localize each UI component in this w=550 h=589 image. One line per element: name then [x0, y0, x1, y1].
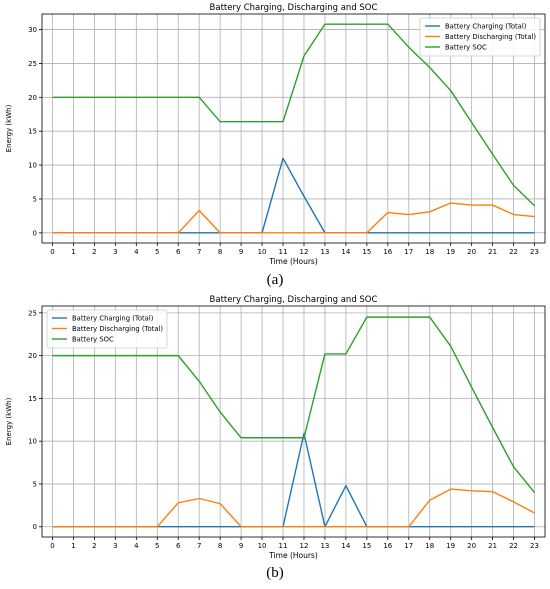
x-tick-label: 13: [320, 542, 329, 550]
x-tick-label: 4: [134, 248, 139, 256]
x-tick-label: 7: [197, 542, 201, 550]
x-tick-label: 4: [134, 542, 139, 550]
x-tick-label: 19: [446, 248, 455, 256]
y-tick-label: 0: [33, 523, 37, 531]
y-tick-label: 25: [28, 309, 37, 317]
legend-entry: Battery Charging (Total): [72, 315, 154, 323]
y-tick-label: 15: [28, 395, 37, 403]
x-tick-label: 22: [509, 542, 518, 550]
x-tick-label: 5: [155, 248, 159, 256]
x-tick-label: 17: [404, 542, 413, 550]
x-tick-label: 8: [218, 248, 222, 256]
x-tick-label: 13: [320, 248, 329, 256]
x-tick-label: 15: [362, 542, 371, 550]
x-tick-label: 23: [530, 248, 539, 256]
x-tick-label: 3: [113, 248, 117, 256]
x-tick-label: 3: [113, 542, 117, 550]
x-tick-label: 5: [155, 542, 159, 550]
x-tick-label: 8: [218, 542, 222, 550]
x-tick-label: 14: [341, 248, 350, 256]
legend-entry: Battery Discharging (Total): [72, 325, 163, 333]
x-tick-label: 12: [300, 248, 309, 256]
panel-label: (b): [266, 565, 284, 581]
y-tick-label: 20: [28, 94, 37, 102]
chart-title: Battery Charging, Discharging and SOC: [210, 295, 378, 305]
x-tick-label: 14: [341, 542, 350, 550]
legend-box: [46, 309, 168, 349]
legend-entry: Battery Charging (Total): [445, 23, 527, 31]
x-tick-label: 0: [50, 248, 54, 256]
series-line-soc: [52, 316, 536, 493]
x-tick-label: 15: [362, 248, 371, 256]
series-line-soc: [52, 23, 536, 207]
x-tick-label: 9: [239, 542, 243, 550]
legend: Battery Charging (Total) Battery Discharg…: [46, 309, 168, 349]
x-tick-label: 1: [71, 248, 75, 256]
plot-frame: [41, 13, 546, 244]
x-tick-label: 1: [71, 542, 75, 550]
y-tick-label: 20: [28, 352, 37, 360]
x-tick-label: 6: [176, 248, 181, 256]
legend-box: [419, 17, 541, 57]
y-tick-label: 5: [33, 480, 37, 488]
x-tick-label: 20: [467, 542, 476, 550]
x-tick-label: 12: [300, 542, 309, 550]
y-axis-label: Energy (kWh): [5, 397, 13, 445]
series-line-discharging: [52, 488, 535, 528]
x-tick-label: 9: [239, 248, 243, 256]
x-axis-label: Time (Hours): [268, 257, 318, 266]
x-tick-label: 11: [279, 542, 288, 550]
plot-frame: [41, 305, 546, 538]
x-tick-label: 21: [488, 248, 497, 256]
series-line-charging: [52, 432, 535, 528]
series-line-discharging: [52, 202, 535, 234]
y-tick-label: 5: [33, 195, 37, 203]
x-tick-label: 19: [446, 542, 455, 550]
legend-entry: Battery SOC: [445, 44, 487, 52]
y-tick-label: 30: [28, 26, 37, 34]
x-tick-label: 21: [488, 542, 497, 550]
panel-label: (a): [267, 272, 284, 288]
y-tick-label: 10: [28, 438, 37, 446]
y-tick-label: 25: [28, 60, 37, 68]
x-tick-label: 2: [92, 542, 96, 550]
x-tick-label: 17: [404, 248, 413, 256]
x-tick-label: 7: [197, 248, 201, 256]
y-tick-label: 15: [28, 128, 37, 136]
x-tick-label: 11: [279, 248, 288, 256]
x-tick-label: 2: [92, 248, 96, 256]
x-tick-label: 10: [258, 248, 267, 256]
x-axis-label: Time (Hours): [268, 551, 318, 560]
legend: Battery Charging (Total) Battery Discharg…: [419, 17, 541, 57]
x-tick-label: 23: [530, 542, 539, 550]
x-tick-label: 6: [176, 542, 181, 550]
legend-entry: Battery SOC: [72, 336, 114, 344]
y-tick-label: 10: [28, 162, 37, 170]
x-axis: 0 1 2 3 4 5 6 7 8 9 10 11 12 13 14 15 16 17 18 19 20 21 22 23: [50, 243, 539, 256]
x-tick-label: 0: [50, 542, 54, 550]
x-tick-label: 16: [383, 248, 392, 256]
x-tick-label: 22: [509, 248, 518, 256]
y-axis: 0 5 10 15 20 25: [28, 309, 42, 531]
x-tick-label: 18: [425, 248, 434, 256]
x-tick-label: 18: [425, 542, 434, 550]
y-axis: 0 5 10 15 20 25 30: [28, 26, 42, 237]
x-tick-label: 10: [258, 542, 267, 550]
y-axis-label: Energy (kWh): [5, 104, 13, 152]
legend-entry: Battery Discharging (Total): [445, 33, 536, 41]
y-tick-label: 0: [33, 229, 37, 237]
series-line-charging: [52, 157, 535, 234]
x-axis: 0 1 2 3 4 5 6 7 8 9 10 11 12 13 14 15 16 17 18 19 20 21 22 23: [50, 537, 539, 550]
x-tick-label: 20: [467, 248, 476, 256]
x-tick-label: 16: [383, 542, 392, 550]
chart-title: Battery Charging, Discharging and SOC: [210, 3, 378, 13]
